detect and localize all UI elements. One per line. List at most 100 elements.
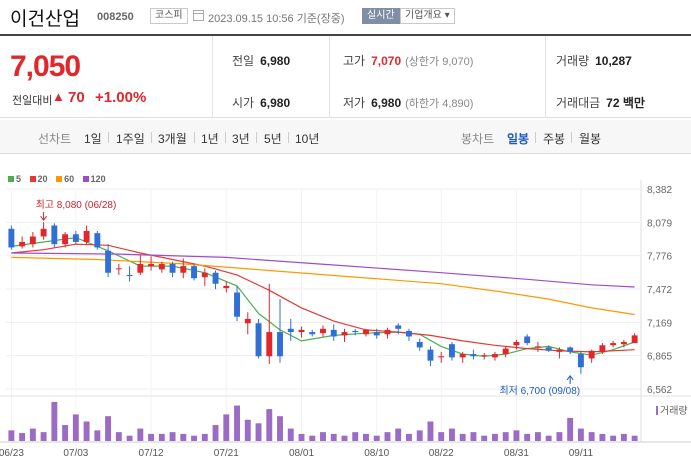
candle bbox=[395, 325, 402, 329]
volume-bar bbox=[427, 421, 434, 441]
tab-5y[interactable]: 5년 bbox=[264, 132, 282, 146]
volume-label: 거래량 bbox=[660, 405, 688, 417]
legend-ma60[interactable]: 60 bbox=[56, 174, 74, 184]
candle bbox=[191, 266, 198, 279]
candle bbox=[298, 329, 305, 333]
candle bbox=[223, 285, 230, 289]
candle bbox=[459, 354, 466, 358]
legend-ma5[interactable]: 5 bbox=[8, 174, 21, 184]
candle bbox=[266, 332, 273, 357]
tab-1w[interactable]: 1주일 bbox=[116, 132, 145, 146]
volume-bar bbox=[158, 433, 165, 441]
volume-bar bbox=[223, 414, 230, 441]
candle bbox=[545, 347, 552, 351]
volume-bar bbox=[72, 414, 79, 441]
ma20-line bbox=[11, 243, 635, 353]
volume-bar bbox=[577, 428, 584, 441]
volume-bar bbox=[51, 402, 58, 441]
candle bbox=[384, 329, 391, 335]
x-tick-label: 08/31 bbox=[504, 448, 529, 459]
candle bbox=[201, 272, 208, 278]
candle bbox=[416, 341, 423, 348]
high-annotation: 최고 8,080 (06/28) bbox=[36, 199, 117, 211]
tab-monthly[interactable]: 월봉 bbox=[579, 132, 602, 146]
candle bbox=[72, 234, 79, 242]
legend-ma120[interactable]: 120 bbox=[82, 174, 106, 184]
trade-amount: 거래대금 72 백만 bbox=[556, 96, 645, 110]
change-value: 70 bbox=[68, 89, 85, 106]
candle bbox=[94, 233, 101, 248]
volume-bar bbox=[524, 433, 531, 441]
volume-bar bbox=[287, 428, 294, 441]
candle bbox=[105, 250, 112, 273]
line-chart-label: 선차트 bbox=[38, 132, 72, 146]
candle bbox=[309, 332, 316, 335]
candle bbox=[567, 347, 574, 352]
candle bbox=[502, 348, 509, 355]
volume-bar bbox=[406, 433, 412, 441]
volume: 거래량 10,287 bbox=[556, 54, 632, 68]
volume-bar bbox=[40, 432, 47, 441]
high-price: 고가 7,070 (상한가 9,070) bbox=[343, 54, 474, 68]
volume-bar bbox=[373, 435, 380, 441]
tab-daily[interactable]: 일봉 bbox=[507, 132, 530, 146]
candle bbox=[556, 349, 563, 352]
open-price: 시가 6,980 bbox=[232, 96, 291, 110]
legend-ma20[interactable]: 20 bbox=[29, 174, 48, 184]
candle bbox=[491, 354, 498, 358]
volume-bar bbox=[105, 416, 112, 441]
volume-bar bbox=[588, 432, 595, 441]
volume-bar bbox=[395, 428, 402, 441]
volume-bar bbox=[567, 417, 574, 441]
volume-bar bbox=[115, 432, 122, 441]
x-tick-label: 08/01 bbox=[289, 448, 314, 459]
volume-bar bbox=[502, 432, 509, 441]
high-arrow-icon bbox=[40, 215, 48, 222]
y-tick-label: 7,776 bbox=[647, 252, 672, 263]
y-tick-label: 7,472 bbox=[647, 285, 672, 296]
x-tick-label: 09/11 bbox=[569, 448, 594, 459]
x-tick-label: 06/23 bbox=[0, 448, 24, 459]
low-arrow-icon bbox=[566, 375, 574, 381]
stock-name: 이건산업 bbox=[10, 9, 80, 30]
stock-header: 이건산업 008250 코스피 2023.09.15 10:56 기준(장중) … bbox=[0, 0, 691, 34]
candle bbox=[212, 272, 219, 284]
candle bbox=[115, 268, 122, 270]
volume-bar bbox=[363, 433, 369, 441]
candle bbox=[320, 328, 326, 334]
volume-bar bbox=[481, 435, 488, 441]
volume-bar bbox=[448, 428, 455, 441]
volume-bar bbox=[491, 433, 498, 441]
volume-bar bbox=[212, 425, 219, 441]
volume-bar bbox=[83, 421, 90, 441]
candle bbox=[148, 263, 155, 267]
tab-3m[interactable]: 3개월 bbox=[158, 132, 187, 146]
candle bbox=[577, 354, 584, 368]
tab-10y[interactable]: 10년 bbox=[295, 132, 320, 146]
candle bbox=[470, 354, 477, 357]
volume-bar bbox=[191, 435, 198, 441]
prev-close: 전일 6,980 bbox=[232, 54, 291, 68]
volume-bar bbox=[126, 435, 133, 441]
candle bbox=[169, 263, 176, 273]
low-price: 저가 6,980 (하한가 4,890) bbox=[343, 96, 474, 110]
candle bbox=[51, 225, 58, 245]
tab-1d[interactable]: 1일 bbox=[84, 132, 102, 146]
tab-1y[interactable]: 1년 bbox=[201, 132, 219, 146]
volume-bar bbox=[620, 433, 627, 441]
volume-bar bbox=[277, 416, 283, 441]
x-tick-label: 08/22 bbox=[429, 448, 454, 459]
volume-bar bbox=[19, 433, 26, 441]
divider bbox=[329, 36, 330, 118]
volume-bar bbox=[534, 432, 541, 441]
candle bbox=[244, 318, 251, 324]
live-button[interactable]: 실시간 bbox=[362, 8, 400, 24]
company-info-button[interactable]: 기업개요 ▾ bbox=[400, 8, 455, 24]
candle bbox=[8, 228, 15, 248]
tab-weekly[interactable]: 주봉 bbox=[543, 132, 566, 146]
candle bbox=[599, 345, 606, 352]
change-percent: +1.00% bbox=[95, 89, 147, 106]
volume-bar bbox=[352, 432, 359, 441]
tab-3y[interactable]: 3년 bbox=[232, 132, 250, 146]
